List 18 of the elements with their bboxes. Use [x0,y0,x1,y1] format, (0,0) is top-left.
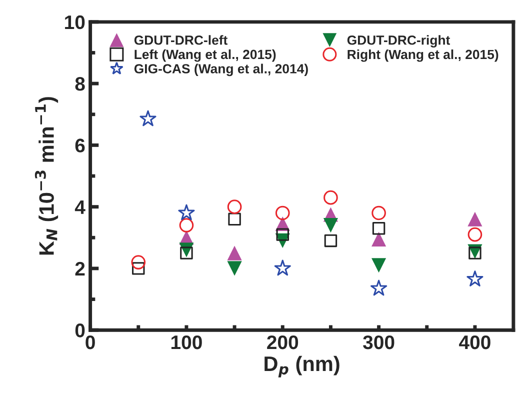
x-tick-label: 300 [363,335,394,350]
y-tick-label: 8 [75,77,85,91]
x-tick-label: 200 [267,335,298,350]
y-tick-label: 6 [75,138,85,152]
legend-label: Left (Wang et al., 2015) [134,49,276,62]
y-axis-title: K$_{N}$ (10$^{−3}$ min$^{−1}$) [34,97,58,255]
legend-label: GDUT-DRC-left [134,35,228,45]
y-tick-label: 2 [75,262,85,276]
y-tick-label: 0 [75,324,85,338]
legend-label: Right (Wang et al., 2015) [348,49,498,62]
y-tick-label: 4 [74,200,86,214]
x-tick-label: 400 [459,335,490,350]
legend-label: GIG-CAS (Wang et al., 2014) [134,64,308,76]
x-axis-title: D$_{p}$ (nm) [264,356,340,378]
x-tick-label: 0 [86,335,95,350]
legend-label: GDUT-DRC-right [347,35,450,48]
x-tick-label: 100 [171,335,202,350]
y-tick-label: 10 [65,15,85,30]
